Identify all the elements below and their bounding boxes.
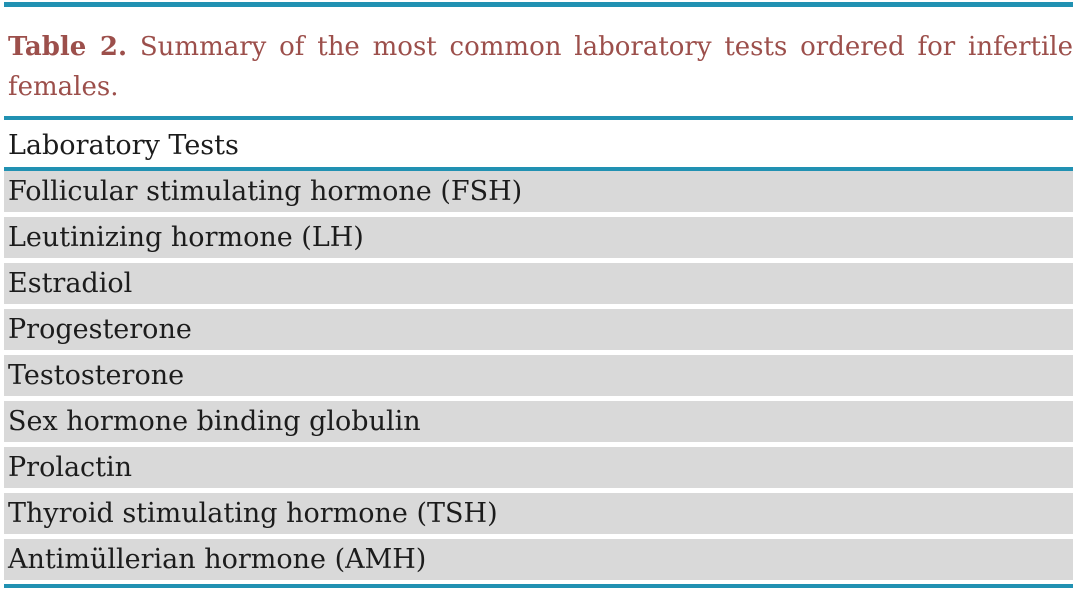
- table-header-label: Laboratory Tests: [8, 130, 239, 161]
- header-rule: [4, 167, 1073, 171]
- table-row: Prolactin: [4, 447, 1073, 488]
- table-row: Progesterone: [4, 309, 1073, 350]
- table-header-row: Laboratory Tests: [4, 120, 1073, 167]
- table-row: Estradiol: [4, 263, 1073, 304]
- top-rule: [4, 2, 1073, 7]
- table-caption: Table 2. Summary of the most common labo…: [4, 27, 1073, 107]
- table-caption-label: Table 2.: [8, 32, 128, 62]
- table-2-figure: Table 2. Summary of the most common labo…: [4, 2, 1073, 588]
- table-caption-text: Summary of the most common laboratory te…: [8, 32, 1073, 102]
- table-row: Testosterone: [4, 355, 1073, 396]
- table-body: Follicular stimulating hormone (FSH) Leut…: [4, 171, 1073, 580]
- table-row: Antimüllerian hormone (AMH): [4, 539, 1073, 580]
- bottom-rule: [4, 584, 1073, 588]
- table-row: Follicular stimulating hormone (FSH): [4, 171, 1073, 212]
- table-row: Sex hormone binding globulin: [4, 401, 1073, 442]
- table-row: Thyroid stimulating hormone (TSH): [4, 493, 1073, 534]
- table-row: Leutinizing hormone (LH): [4, 217, 1073, 258]
- caption-rule: [4, 116, 1073, 120]
